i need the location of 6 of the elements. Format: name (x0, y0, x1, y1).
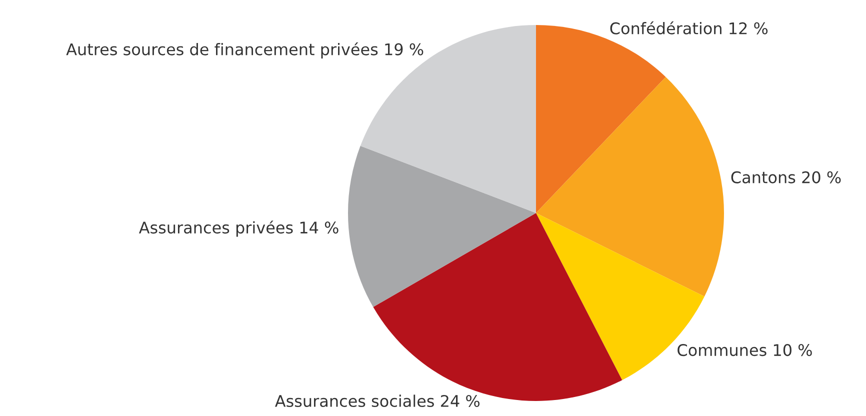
slice-label: Communes 10 % (678, 344, 812, 356)
slice-label: Cantons 20 % (731, 171, 841, 184)
slice-label: Assurances sociales 24 % (275, 394, 480, 408)
slice-label: Confédération 12 % (610, 21, 768, 34)
slice-label: Autres sources de financement privées 19 % (66, 42, 424, 58)
slice-label: Assurances privées 14 % (138, 220, 338, 237)
